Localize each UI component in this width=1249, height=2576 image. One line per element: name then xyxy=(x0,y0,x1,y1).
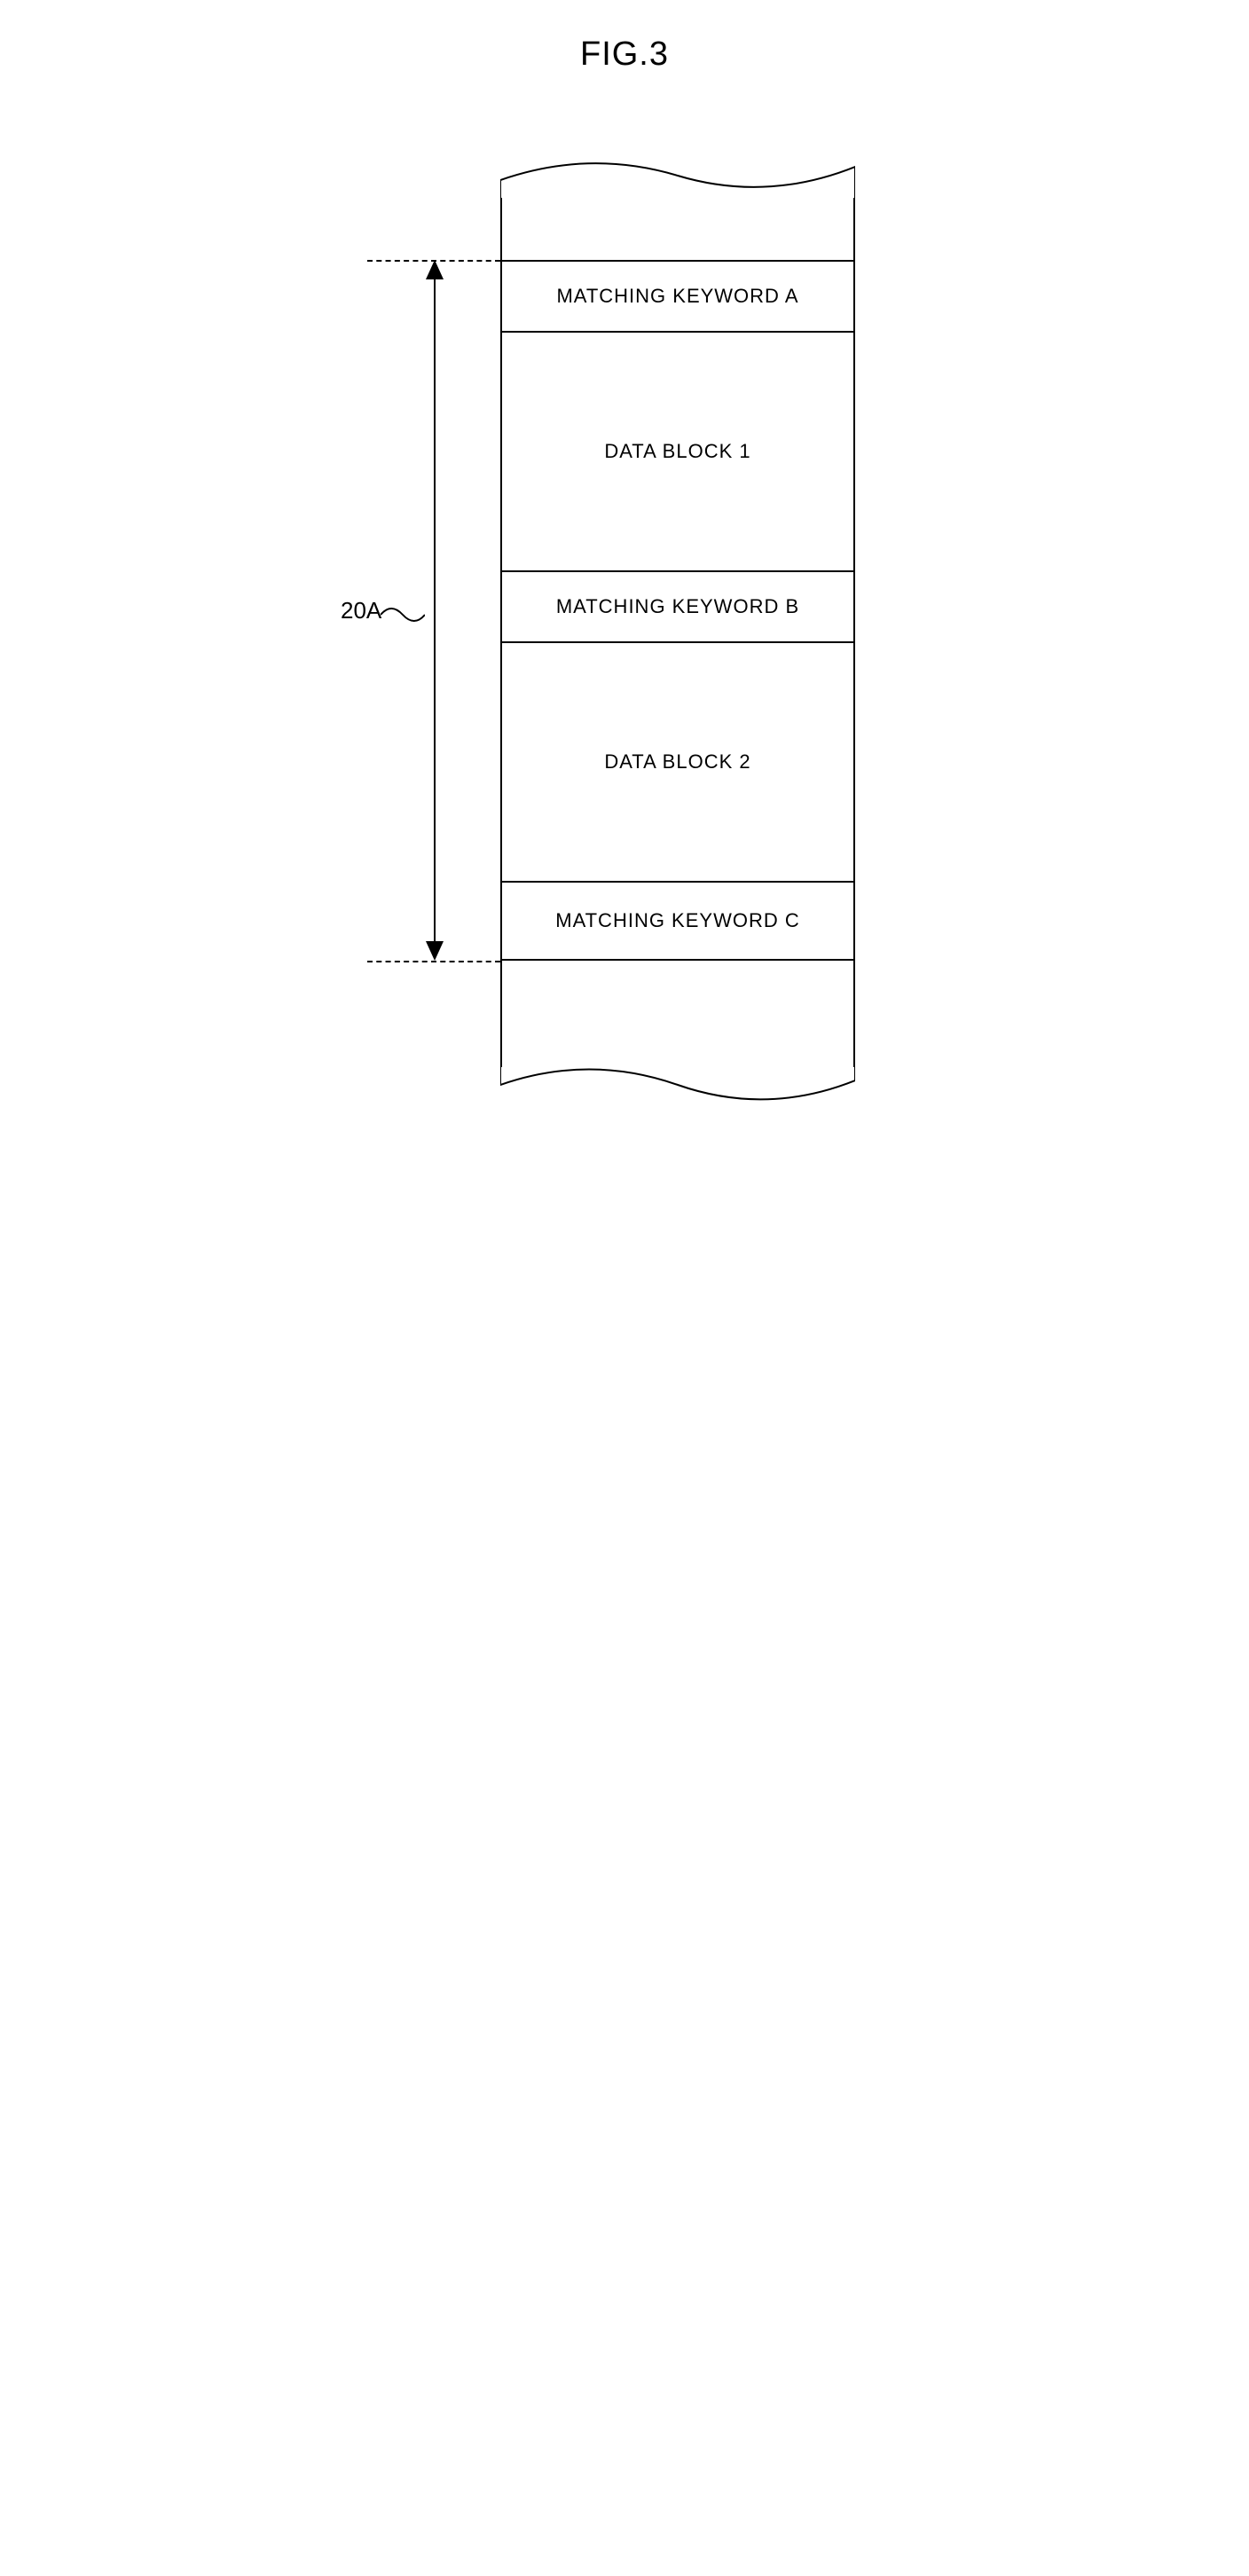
strip-row: MATCHING KEYWORD C xyxy=(500,881,855,961)
torn-edge-top xyxy=(500,145,855,198)
extent-label: 20A xyxy=(341,597,381,624)
strip-row: MATCHING KEYWORD A xyxy=(500,260,855,331)
dash-bottom xyxy=(367,961,500,962)
strip-row: DATA BLOCK 1 xyxy=(500,331,855,570)
memory-strip: MATCHING KEYWORD ADATA BLOCK 1MATCHING K… xyxy=(500,145,855,1120)
arrow-line xyxy=(434,279,436,941)
figure-3: FIG.3 20A MATCHING KEYWORD ADATA BLOCK 1… xyxy=(314,35,935,1120)
strip-row: DATA BLOCK 2 xyxy=(500,641,855,881)
diagram: 20A MATCHING KEYWORD ADATA BLOCK 1MATCHI… xyxy=(314,145,935,1120)
tilde-connector xyxy=(381,606,425,624)
figure-title: FIG.3 xyxy=(314,35,935,74)
torn-edge-bottom xyxy=(500,1067,855,1120)
arrow-head-up xyxy=(426,260,444,279)
arrow-head-down xyxy=(426,941,444,961)
strip-row: MATCHING KEYWORD B xyxy=(500,570,855,641)
